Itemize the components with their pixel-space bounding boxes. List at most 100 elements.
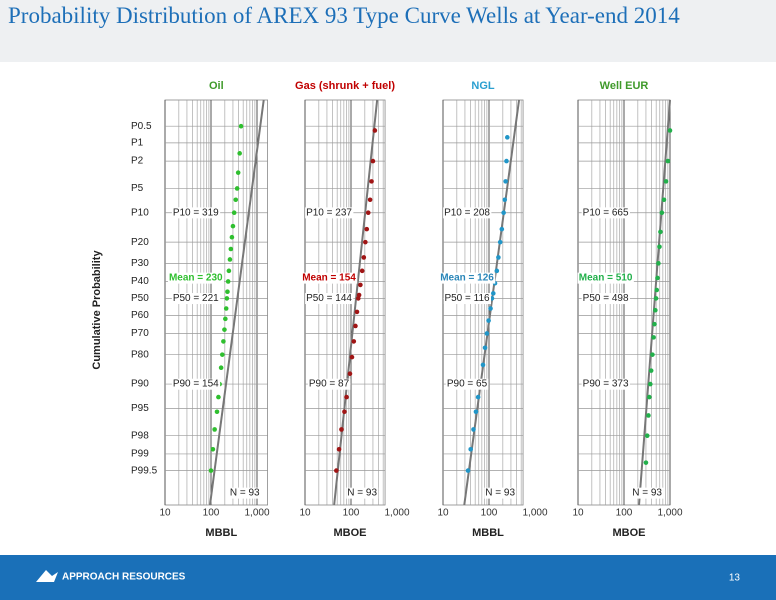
data-point <box>653 296 659 301</box>
x-tick-label: 10 <box>159 508 171 519</box>
data-point <box>372 128 378 133</box>
data-point <box>342 409 347 415</box>
data-point <box>351 339 357 344</box>
data-point <box>496 255 501 260</box>
y-tick-label: P95 <box>131 403 149 414</box>
header-band <box>0 0 776 62</box>
y-tick-label: P60 <box>131 310 149 321</box>
data-point <box>223 306 229 311</box>
annotation: P90 = 154 <box>173 379 219 390</box>
annotation: P10 = 665 <box>583 207 629 218</box>
data-point <box>208 468 214 473</box>
data-point <box>661 197 667 203</box>
data-point <box>229 234 235 240</box>
annotation: Mean = 230 <box>169 273 223 284</box>
data-point <box>344 394 349 400</box>
data-point <box>221 339 226 344</box>
annotation-bg <box>443 293 492 305</box>
x-axis-label: MBBL <box>205 527 237 539</box>
data-point <box>465 468 471 473</box>
annotation-bg <box>171 378 221 390</box>
fit-line <box>333 99 379 506</box>
annotation-bg <box>445 378 489 390</box>
data-point <box>358 282 363 288</box>
panel-title: Oil <box>209 80 224 92</box>
n-label: N = 93 <box>347 488 377 499</box>
data-point <box>484 331 490 336</box>
y-tick-label: P99 <box>131 449 149 460</box>
data-point <box>488 306 493 311</box>
panel-title: NGL <box>471 80 495 92</box>
data-point <box>473 409 479 415</box>
data-point <box>365 210 371 216</box>
annotation-bg <box>443 207 492 219</box>
panel-title: Well EUR <box>600 80 649 92</box>
data-point <box>490 291 496 296</box>
data-point <box>223 316 228 322</box>
annotation-bg <box>631 487 664 499</box>
data-point <box>228 246 234 252</box>
annotation-bg <box>301 272 358 284</box>
y-tick-label: P80 <box>131 349 149 360</box>
data-point <box>210 447 216 452</box>
n-label: N = 93 <box>230 488 260 499</box>
data-point <box>354 309 360 315</box>
annotation-bg <box>439 272 496 284</box>
data-point <box>216 394 221 400</box>
y-tick-label: P2 <box>131 156 144 167</box>
annotation-bg <box>581 378 630 390</box>
data-point <box>231 210 237 216</box>
data-point <box>502 197 508 203</box>
annotation: P50 = 498 <box>583 293 629 304</box>
x-axis-label: MBBL <box>472 527 504 539</box>
x-tick-label: 10 <box>572 508 584 519</box>
annotation: P50 = 221 <box>173 293 219 304</box>
logo <box>36 570 58 582</box>
annotation-bg <box>307 378 351 390</box>
fit-line <box>638 99 671 506</box>
data-point <box>665 158 671 164</box>
data-point <box>646 413 651 418</box>
y-tick-label: P30 <box>131 258 149 269</box>
x-tick-label: 100 <box>343 508 360 519</box>
data-point <box>667 128 673 133</box>
data-point <box>494 268 500 274</box>
data-point <box>480 362 486 368</box>
data-point <box>643 460 649 465</box>
annotation: Mean = 126 <box>440 273 494 284</box>
y-tick-label: P98 <box>131 430 149 441</box>
x-tick-label: 10 <box>437 508 449 519</box>
x-tick-label: 100 <box>616 508 633 519</box>
annotation: Mean = 510 <box>579 273 633 284</box>
y-tick-label: P20 <box>131 237 149 248</box>
footer-band <box>0 555 776 600</box>
y-tick-label: P40 <box>131 276 149 287</box>
data-point <box>663 179 669 184</box>
annotation: P50 = 144 <box>306 293 352 304</box>
data-point <box>230 223 236 229</box>
y-tick-label: P1 <box>131 138 144 149</box>
annotation: Mean = 154 <box>302 273 356 284</box>
data-point <box>222 327 227 332</box>
company-name: APPROACH RESOURCES <box>62 572 186 583</box>
data-point <box>234 186 240 191</box>
data-point <box>339 427 344 432</box>
data-point <box>503 179 508 184</box>
page-number: 13 <box>729 573 741 584</box>
data-point <box>644 433 650 439</box>
panel: 10 100 1,000 P10 = 237 Mean = 154 P50 = 144 P9… <box>295 80 410 539</box>
data-point <box>359 268 365 274</box>
data-point <box>367 197 373 203</box>
data-point <box>486 318 491 323</box>
data-point <box>499 226 505 232</box>
data-point <box>349 354 355 360</box>
fit-line <box>208 99 265 506</box>
data-point <box>363 239 368 245</box>
data-point <box>656 261 661 266</box>
y-tick-label: P90 <box>131 379 149 390</box>
fit-line <box>463 99 521 506</box>
x-tick-label: 1,000 <box>522 508 547 519</box>
panel: 10 100 1,000 P10 = 665 Mean = 510 P50 = 498 P9… <box>572 80 683 539</box>
y-tick-label: P10 <box>131 207 149 218</box>
